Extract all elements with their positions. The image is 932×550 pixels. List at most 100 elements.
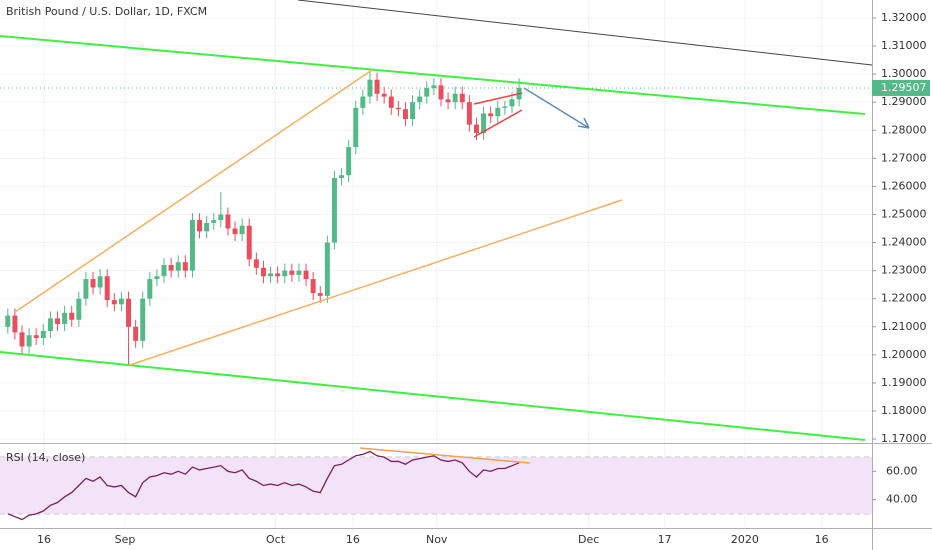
candle-body bbox=[282, 270, 288, 277]
y-tick-label: 1.28000 bbox=[881, 123, 927, 136]
candle-body bbox=[438, 85, 444, 100]
candle-body bbox=[374, 79, 380, 94]
candle-body bbox=[225, 214, 231, 229]
y-tick-label: 1.26000 bbox=[881, 179, 927, 192]
y-tick-label: 1.20000 bbox=[881, 348, 927, 361]
arrow bbox=[523, 87, 590, 129]
y-tick-label: 1.18000 bbox=[881, 404, 927, 417]
candle-body bbox=[402, 109, 408, 120]
channel-line bbox=[0, 35, 866, 115]
candle-body bbox=[168, 265, 174, 271]
rsi-title: RSI (14, close) bbox=[6, 451, 85, 464]
candle-body bbox=[246, 225, 252, 260]
candle-body bbox=[296, 270, 302, 275]
candle-body bbox=[346, 147, 352, 176]
x-tick-label: 16 bbox=[346, 533, 360, 546]
candle-body bbox=[367, 79, 373, 97]
candle-body bbox=[182, 262, 188, 271]
y-tick-label: 40.00 bbox=[886, 493, 918, 506]
candle-body bbox=[424, 88, 430, 97]
candle-body bbox=[452, 93, 458, 103]
candle-body bbox=[331, 177, 337, 243]
trend-line bbox=[14, 69, 373, 313]
candle-body bbox=[459, 93, 465, 103]
candle-body bbox=[133, 326, 139, 341]
candle-body bbox=[83, 279, 89, 299]
x-tick-label: 16 bbox=[815, 533, 829, 546]
candle-body bbox=[473, 124, 479, 134]
candle-body bbox=[324, 242, 330, 296]
rsi-line bbox=[7, 450, 520, 521]
candle-body bbox=[289, 270, 295, 275]
candle-body bbox=[239, 225, 245, 235]
x-tick-label: 2020 bbox=[731, 533, 759, 546]
candle-body bbox=[12, 315, 18, 333]
candle-body bbox=[388, 96, 394, 108]
candle-body bbox=[310, 279, 316, 294]
candle-body bbox=[175, 262, 181, 271]
y-tick-label: 1.17000 bbox=[881, 432, 927, 445]
candle-body bbox=[360, 96, 366, 108]
drawings bbox=[0, 0, 873, 464]
candle-body bbox=[33, 335, 39, 339]
candle-body bbox=[126, 298, 132, 327]
candle-body bbox=[317, 293, 323, 296]
candle-body bbox=[62, 312, 68, 324]
axes: 16 Sep Oct 16 Nov Dec 17 2020 16 1.17000 1.18000 1.… bbox=[37, 11, 930, 546]
y-tick-label: 1.22000 bbox=[881, 292, 927, 305]
y-tick-label: 1.19000 bbox=[881, 376, 927, 389]
candle-body bbox=[197, 220, 203, 232]
candle-body bbox=[154, 276, 160, 280]
last-price-label: 1.29507 bbox=[881, 81, 927, 94]
candle-body bbox=[204, 222, 210, 232]
x-tick-label: Sep bbox=[115, 533, 136, 546]
candle-body bbox=[495, 107, 501, 117]
trend-line bbox=[297, 0, 873, 66]
candle-body bbox=[211, 220, 217, 223]
candle-body bbox=[232, 228, 238, 235]
candle-body bbox=[161, 265, 167, 277]
candle-body bbox=[111, 300, 117, 305]
candle-body bbox=[76, 298, 82, 320]
y-tick-label: 1.32000 bbox=[881, 11, 927, 24]
y-tick-label: 1.25000 bbox=[881, 207, 927, 220]
channel-line bbox=[0, 351, 866, 441]
candle-body bbox=[90, 279, 96, 288]
y-tick-label: 1.30000 bbox=[881, 67, 927, 80]
candle-body bbox=[19, 332, 25, 347]
wedge-line bbox=[473, 92, 523, 105]
candle-body bbox=[26, 335, 32, 347]
candle-body bbox=[260, 267, 266, 277]
candle-body bbox=[488, 113, 494, 117]
rsi-trend-line bbox=[359, 447, 531, 464]
candle-body bbox=[218, 214, 224, 221]
y-tick-label: 1.29000 bbox=[881, 95, 927, 108]
y-tick-label: 1.24000 bbox=[881, 236, 927, 249]
candle-body bbox=[445, 99, 451, 103]
candle-body bbox=[502, 106, 508, 108]
y-tick-label: 1.23000 bbox=[881, 264, 927, 277]
candle-body bbox=[381, 93, 387, 97]
candle-body bbox=[275, 273, 281, 277]
last-price-box bbox=[872, 79, 930, 96]
marks bbox=[0, 71, 872, 521]
candle-body bbox=[140, 298, 146, 341]
candle-body bbox=[47, 318, 53, 331]
candle-body bbox=[303, 270, 309, 280]
trend-line bbox=[129, 199, 623, 366]
candle-body bbox=[40, 330, 46, 339]
x-tick-label: 16 bbox=[37, 533, 51, 546]
x-tick-label: 17 bbox=[658, 533, 672, 546]
wedge-line bbox=[473, 109, 523, 138]
x-tick-label: Dec bbox=[578, 533, 599, 546]
candle-body bbox=[97, 276, 103, 288]
y-tick-label: 1.27000 bbox=[881, 151, 927, 164]
candle-body bbox=[55, 318, 61, 324]
candle-body bbox=[466, 102, 472, 125]
candle-body bbox=[268, 273, 274, 277]
candle-body bbox=[147, 279, 153, 299]
candle-body bbox=[5, 315, 11, 327]
candle-body bbox=[395, 107, 401, 110]
candle-body bbox=[353, 107, 359, 148]
